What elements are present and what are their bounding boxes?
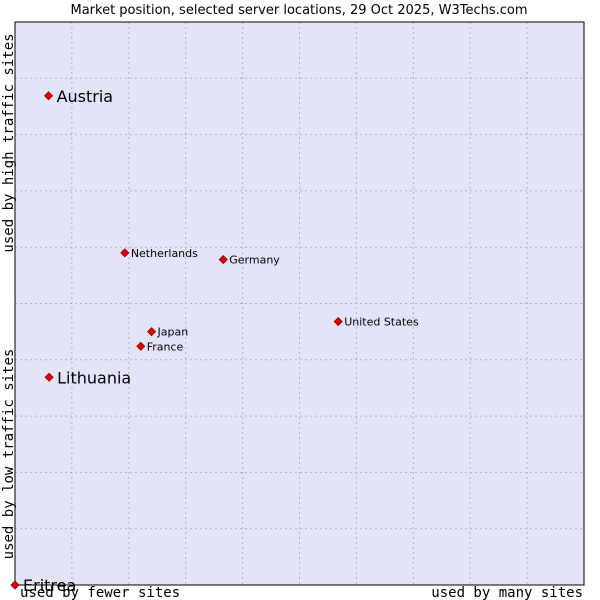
x-axis-label-high: used by many sites	[431, 585, 583, 600]
data-point-lithuania: Lithuania	[44, 368, 131, 387]
data-point-france: France	[136, 340, 184, 353]
point-label: United States	[344, 316, 419, 329]
point-marker	[146, 327, 157, 337]
point-label: France	[147, 340, 184, 353]
point-marker	[218, 255, 228, 265]
point-marker	[136, 341, 146, 351]
data-point-united-states: United States	[333, 316, 419, 329]
data-points: Austria Netherlands Germany United States Ja…	[10, 87, 419, 595]
y-axis-label-high: used by high traffic sites	[1, 33, 17, 252]
y-axis-label-low: used by low traffic sites	[1, 349, 17, 560]
point-label: Japan	[157, 326, 189, 339]
point-marker	[120, 248, 130, 258]
plot-border	[14, 21, 585, 586]
point-marker	[44, 91, 54, 101]
data-point-netherlands: Netherlands	[120, 247, 198, 260]
gridlines	[15, 22, 584, 585]
point-marker	[44, 372, 54, 382]
point-marker	[10, 580, 20, 590]
point-label: Eritrea	[23, 576, 76, 595]
point-label: Netherlands	[131, 247, 198, 260]
x-axis-label-low: used by fewer sites	[20, 585, 180, 600]
data-point-japan: Japan	[146, 326, 189, 339]
point-marker	[333, 316, 343, 327]
point-label: Germany	[229, 254, 280, 267]
data-point-austria: Austria	[44, 87, 114, 106]
point-label: Austria	[57, 87, 114, 106]
chart-title: Market position, selected server locatio…	[70, 3, 527, 18]
point-label: Lithuania	[57, 368, 131, 387]
data-point-eritrea: Eritrea	[10, 576, 76, 595]
data-point-germany: Germany	[218, 254, 280, 267]
